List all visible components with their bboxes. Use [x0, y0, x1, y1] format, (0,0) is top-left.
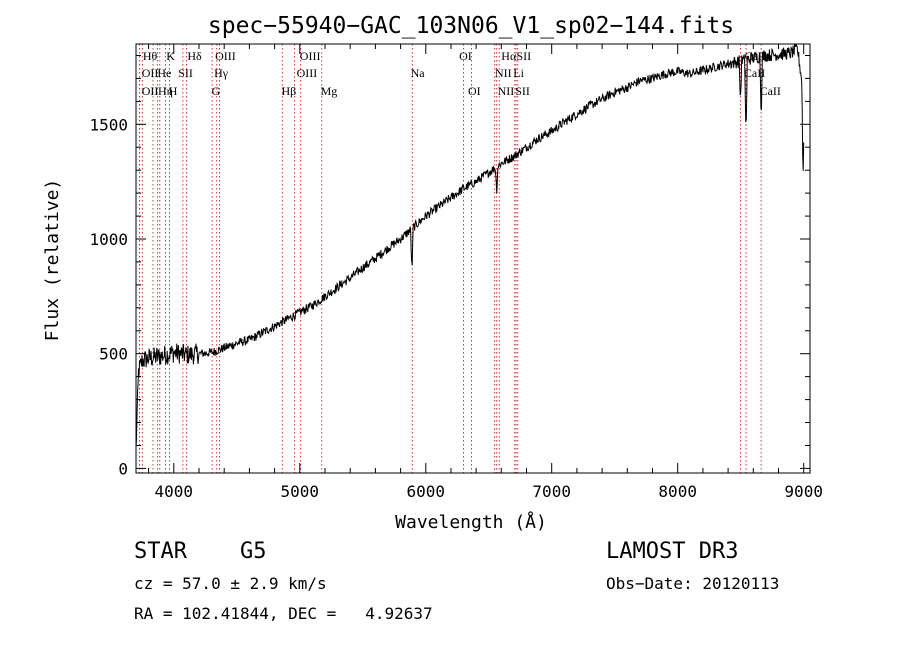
x-tick-label: 5000: [281, 482, 320, 501]
line-label-6: Hα: [501, 49, 517, 63]
line-label-3: OIII: [215, 49, 236, 63]
y-tick-label: 1500: [89, 115, 128, 134]
object-subclass: G5: [240, 539, 267, 564]
observation-date: Obs−Date: 20120113: [606, 574, 780, 593]
y-tick-label: 1000: [89, 230, 128, 249]
line-marker-layer: [138, 44, 762, 473]
x-tick-label: 7000: [532, 482, 571, 501]
chart-title: spec−55940−GAC_103N06_V1_sp02−144.fits: [208, 13, 734, 39]
line-label-0: Hθ: [143, 49, 158, 63]
y-tick-label: 500: [99, 345, 128, 364]
line-label-14: Na: [411, 66, 426, 80]
line-label-20: H: [169, 84, 178, 98]
x-tick-label: 6000: [407, 482, 446, 501]
line-label-15: NII: [495, 66, 512, 80]
line-label-21: G: [212, 84, 221, 98]
line-label-22: Hβ: [282, 84, 297, 98]
y-axis: 0 500 1000 1500: [89, 55, 810, 478]
line-label-10: He: [157, 66, 171, 80]
y-tick-label: 0: [118, 459, 128, 478]
x-axis-label: Wavelength (Å): [395, 511, 547, 533]
survey-name: LAMOST DR3: [606, 539, 739, 564]
coordinates: RA = 102.41844, DEC = 4.92637: [134, 604, 433, 623]
flux-series-line: [135, 43, 805, 447]
line-label-24: OI: [468, 84, 481, 98]
plot-frame: [135, 43, 811, 474]
line-label-9: OII: [142, 66, 159, 80]
line-label-26: SII: [515, 84, 530, 98]
line-label-18: OII: [142, 84, 159, 98]
line-label-4: OIII: [300, 49, 321, 63]
line-label-16: Li: [513, 66, 524, 80]
line-label-11: SII: [178, 66, 193, 80]
object-class: STAR: [134, 539, 187, 564]
line-label-7: SII: [517, 49, 532, 63]
line-label-25: NII: [498, 84, 515, 98]
x-axis: 4000 5000 6000 7000 8000 9000: [148, 44, 823, 501]
line-label-1: K: [166, 49, 175, 63]
line-label-19: Hη: [158, 84, 173, 98]
line-label-2: Hδ: [187, 49, 202, 63]
x-tick-label: 8000: [658, 482, 697, 501]
line-label-12: Hγ: [214, 66, 229, 80]
line-label-27: CaII: [760, 84, 781, 98]
redshift-value: cz = 57.0 ± 2.9 km/s: [134, 574, 327, 593]
x-tick-label: 4000: [155, 482, 194, 501]
line-label-5: OI: [459, 49, 472, 63]
x-tick-label: 9000: [784, 482, 823, 501]
y-axis-label: Flux (relative): [42, 179, 63, 342]
line-label-13: OIII: [297, 66, 318, 80]
line-label-23: Mg: [321, 84, 338, 98]
